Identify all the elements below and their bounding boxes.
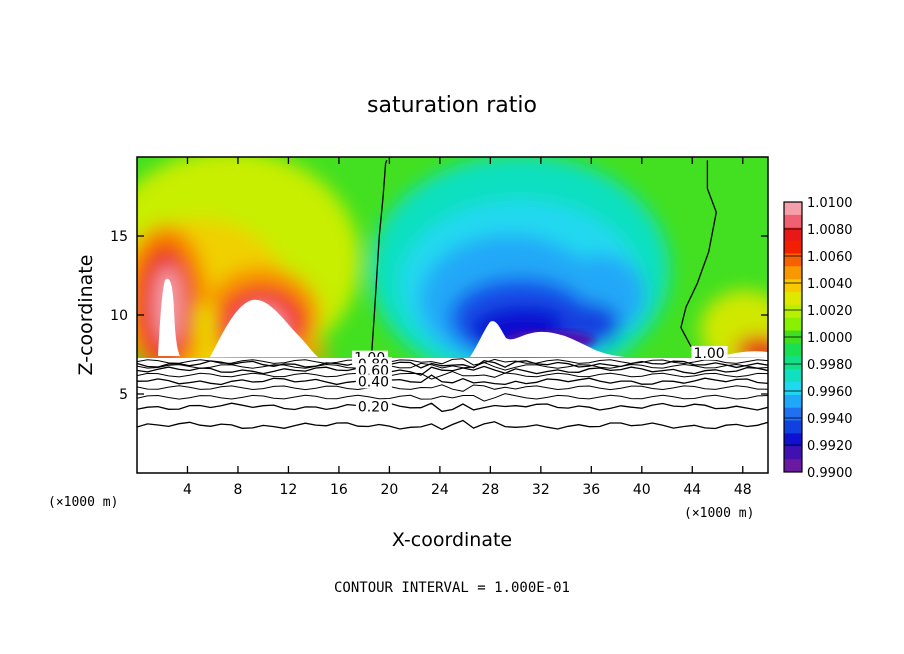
colorbar-swatch xyxy=(784,369,802,383)
colorbar-swatch xyxy=(784,433,802,447)
colorbar-label: 1.0060 xyxy=(807,250,853,265)
x-tick-label: 8 xyxy=(233,482,242,498)
colorbar-swatch xyxy=(784,266,802,280)
colorbar-swatch xyxy=(784,202,802,216)
colorbar-swatch xyxy=(784,394,802,409)
x-tick-label: 12 xyxy=(280,482,298,498)
field-yellow-gap xyxy=(195,300,215,350)
x-tick-label: 16 xyxy=(330,482,348,498)
colorbar-swatch xyxy=(784,356,802,370)
contour-line xyxy=(137,402,768,413)
contour-line-minor xyxy=(137,384,768,392)
plot-area: 1.001.000.800.600.400.20 xyxy=(136,156,769,474)
colorbar: 1.0100 1.0080 1.0060 1.0040 1.0020 1.0000 0.99… xyxy=(783,196,853,481)
contour-labels: 1.001.000.800.600.400.20 xyxy=(352,345,728,416)
colorbar-swatch xyxy=(784,227,802,242)
colorbar-label: 1.0000 xyxy=(807,331,853,346)
colorbar-swatch xyxy=(784,317,802,332)
contour-label: 1.00 xyxy=(694,346,725,362)
colorbar-swatch xyxy=(784,407,802,422)
x-tick-label: 24 xyxy=(431,482,449,498)
contour-label-bg xyxy=(355,363,392,378)
contour-interval-footer: CONTOUR INTERVAL = 1.000E-01 xyxy=(334,580,570,596)
white-spike-left xyxy=(158,278,180,356)
saturation-field xyxy=(137,157,768,358)
x-tick-label: 48 xyxy=(734,482,752,498)
colorbar-label: 0.9980 xyxy=(807,358,853,373)
x-tick-label: 44 xyxy=(683,482,701,498)
contour-line-minor xyxy=(137,361,768,371)
x-axis-title: X-coordinate xyxy=(392,529,512,551)
colorbar-label: 0.9940 xyxy=(807,412,853,427)
contour-line xyxy=(680,160,717,347)
x-tick-label: 36 xyxy=(582,482,600,498)
colorbar-swatch xyxy=(784,253,802,267)
contour-label: 0.20 xyxy=(358,400,389,416)
y-tick-label: 15 xyxy=(110,229,128,245)
colorbar-swatch xyxy=(784,304,802,319)
contour-label: 0.40 xyxy=(358,374,389,390)
colorbar-label: 1.0100 xyxy=(807,196,853,211)
white-lower-region xyxy=(137,358,768,473)
contour-line-minor xyxy=(137,358,768,366)
colorbar-swatch xyxy=(784,292,802,306)
y-tick-label: 10 xyxy=(110,308,128,324)
colorbar-swatch xyxy=(784,459,802,473)
x-tick-label: 40 xyxy=(633,482,651,498)
contour-line-minor xyxy=(137,370,768,380)
y-tick-label: 5 xyxy=(119,387,128,403)
x-unit-right: (×1000 m) xyxy=(684,506,754,521)
y-axis: 5 10 15 xyxy=(110,229,768,403)
colorbar-swatch xyxy=(784,240,802,254)
x-tick-label: 32 xyxy=(532,482,550,498)
contour-line xyxy=(137,359,768,369)
contour-line xyxy=(137,374,768,386)
white-dome-mid xyxy=(210,299,318,357)
colorbar-label: 0.9960 xyxy=(807,385,853,400)
x-tick-label: 20 xyxy=(380,482,398,498)
contour-line xyxy=(137,419,768,431)
colorbar-label: 0.9920 xyxy=(807,439,853,454)
contour-label-bg xyxy=(355,399,392,414)
white-edge-right xyxy=(720,351,768,358)
x-tick-label: 4 xyxy=(183,482,192,498)
x-tick-label: 28 xyxy=(481,482,499,498)
contour-line xyxy=(137,365,768,376)
contour-line-minor xyxy=(137,393,768,402)
colorbar-label: 1.0040 xyxy=(807,277,853,292)
colorbar-label: 0.9900 xyxy=(807,466,853,481)
colorbar-label: 1.0020 xyxy=(807,304,853,319)
colorbar-swatch xyxy=(784,382,802,396)
white-masks xyxy=(137,278,768,473)
contour-line xyxy=(357,159,388,357)
colorbar-swatch xyxy=(784,343,802,357)
colorbar-label: 1.0080 xyxy=(807,223,853,238)
contour-label-bg xyxy=(691,345,728,360)
x-axis: 4 8 12 16 20 24 28 32 36 40 44 48 xyxy=(183,157,752,498)
colorbar-swatch xyxy=(784,214,802,229)
contour-lines xyxy=(137,159,768,431)
contour-label-bg xyxy=(355,374,392,389)
x-unit-left: (×1000 m) xyxy=(48,495,118,510)
chart-title: saturation ratio xyxy=(367,93,537,118)
colorbar-swatch xyxy=(784,420,802,434)
white-ridge-center xyxy=(470,321,625,357)
colorbar-swatch xyxy=(784,279,802,293)
y-axis-title: Z-coordinate xyxy=(75,255,97,376)
colorbar-swatch xyxy=(784,446,802,460)
